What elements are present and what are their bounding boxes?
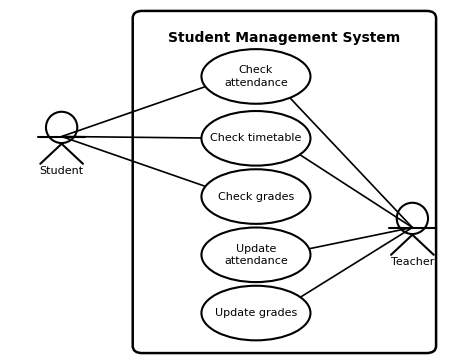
Text: Update grades: Update grades (215, 308, 297, 318)
Text: Student: Student (39, 166, 84, 175)
Text: Update
attendance: Update attendance (224, 244, 288, 266)
Ellipse shape (201, 49, 310, 104)
Ellipse shape (201, 111, 310, 166)
Ellipse shape (201, 228, 310, 282)
Ellipse shape (201, 286, 310, 340)
Text: Teacher: Teacher (391, 257, 434, 266)
FancyBboxPatch shape (133, 11, 436, 353)
Text: Check grades: Check grades (218, 191, 294, 202)
Text: Check
attendance: Check attendance (224, 65, 288, 88)
Ellipse shape (201, 169, 310, 224)
Text: Check timetable: Check timetable (210, 133, 301, 143)
Text: Student Management System: Student Management System (168, 31, 401, 45)
